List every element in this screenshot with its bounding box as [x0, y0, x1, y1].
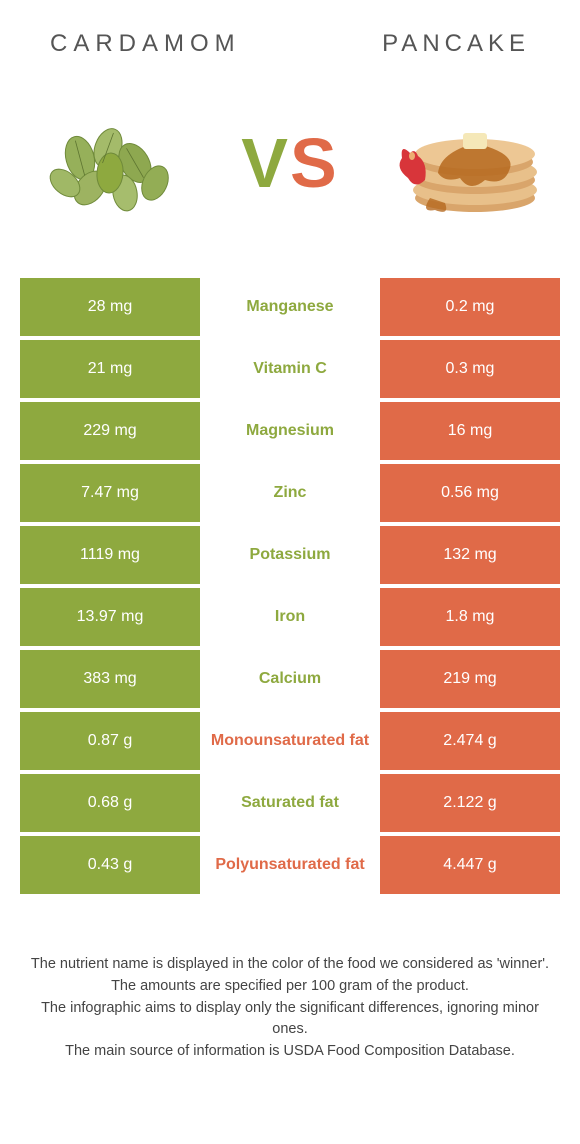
left-value-cell: 383 mg: [20, 650, 200, 708]
nutrient-name-cell: Magnesium: [200, 402, 380, 460]
food-title-right: PANCAKE: [382, 30, 530, 58]
right-value-cell: 2.474 g: [380, 712, 560, 770]
left-value-cell: 229 mg: [20, 402, 200, 460]
left-value-cell: 13.97 mg: [20, 588, 200, 646]
nutrient-name-cell: Iron: [200, 588, 380, 646]
footer-line: The amounts are specified per 100 gram o…: [30, 976, 550, 998]
right-value-cell: 0.2 mg: [380, 278, 560, 336]
table-row: 0.87 gMonounsaturated fat2.474 g: [20, 712, 560, 770]
table-row: 21 mgVitamin C0.3 mg: [20, 340, 560, 398]
table-row: 7.47 mgZinc0.56 mg: [20, 464, 560, 522]
header: CARDAMOM PANCAKE: [20, 30, 560, 58]
cardamom-image: [30, 98, 200, 228]
table-row: 0.68 gSaturated fat2.122 g: [20, 774, 560, 832]
vs-s: S: [290, 124, 339, 202]
food-title-left: CARDAMOM: [50, 30, 241, 58]
pancake-icon: [380, 98, 550, 228]
nutrient-name-cell: Calcium: [200, 650, 380, 708]
vs-v: V: [241, 124, 290, 202]
table-row: 383 mgCalcium219 mg: [20, 650, 560, 708]
footer-line: The main source of information is USDA F…: [30, 1041, 550, 1063]
right-value-cell: 1.8 mg: [380, 588, 560, 646]
nutrient-table: 28 mgManganese0.2 mg21 mgVitamin C0.3 mg…: [20, 278, 560, 894]
right-value-cell: 219 mg: [380, 650, 560, 708]
footer-line: The nutrient name is displayed in the co…: [30, 954, 550, 976]
right-value-cell: 132 mg: [380, 526, 560, 584]
nutrient-name-cell: Zinc: [200, 464, 380, 522]
left-value-cell: 28 mg: [20, 278, 200, 336]
footer-notes: The nutrient name is displayed in the co…: [20, 954, 560, 1063]
nutrient-name-cell: Saturated fat: [200, 774, 380, 832]
left-value-cell: 1119 mg: [20, 526, 200, 584]
table-row: 13.97 mgIron1.8 mg: [20, 588, 560, 646]
hero-row: VS: [20, 88, 560, 238]
right-value-cell: 0.3 mg: [380, 340, 560, 398]
nutrient-name-cell: Polyunsaturated fat: [200, 836, 380, 894]
table-row: 28 mgManganese0.2 mg: [20, 278, 560, 336]
table-row: 1119 mgPotassium132 mg: [20, 526, 560, 584]
right-value-cell: 16 mg: [380, 402, 560, 460]
vs-label: VS: [241, 123, 338, 203]
nutrient-name-cell: Potassium: [200, 526, 380, 584]
nutrient-name-cell: Manganese: [200, 278, 380, 336]
right-value-cell: 2.122 g: [380, 774, 560, 832]
table-row: 229 mgMagnesium16 mg: [20, 402, 560, 460]
nutrient-name-cell: Monounsaturated fat: [200, 712, 380, 770]
pancake-image: [380, 98, 550, 228]
table-row: 0.43 gPolyunsaturated fat4.447 g: [20, 836, 560, 894]
footer-line: The infographic aims to display only the…: [30, 998, 550, 1042]
right-value-cell: 4.447 g: [380, 836, 560, 894]
left-value-cell: 0.68 g: [20, 774, 200, 832]
cardamom-icon: [30, 98, 200, 228]
right-value-cell: 0.56 mg: [380, 464, 560, 522]
left-value-cell: 0.43 g: [20, 836, 200, 894]
left-value-cell: 21 mg: [20, 340, 200, 398]
left-value-cell: 7.47 mg: [20, 464, 200, 522]
nutrient-name-cell: Vitamin C: [200, 340, 380, 398]
left-value-cell: 0.87 g: [20, 712, 200, 770]
